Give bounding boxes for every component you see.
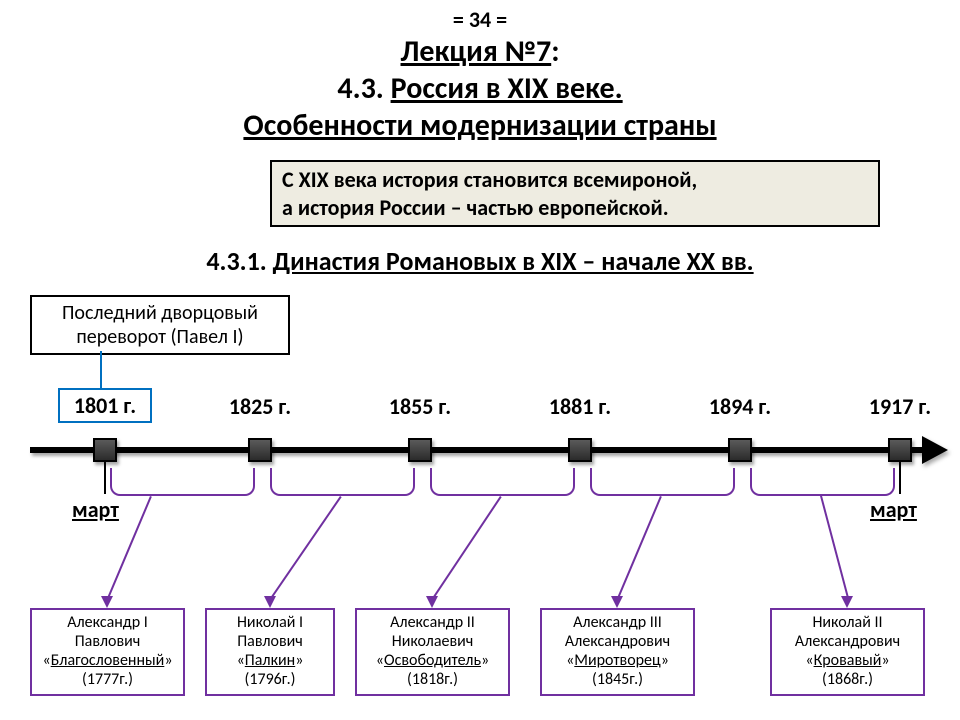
tick-3 [568, 438, 592, 462]
arrow-head-0 [101, 596, 113, 608]
tick-0 [93, 438, 117, 462]
bracket-2 [430, 468, 575, 496]
tsar-box-4: Николай IIАлександрович«Кровавый»(1868г.… [770, 608, 925, 696]
tsar-nick-3: «Миротворец» [546, 652, 689, 671]
bracket-3 [590, 468, 735, 496]
tsar-patronym-4: Александрович [776, 633, 919, 652]
timeline-axis [30, 447, 925, 453]
arrow-line-4 [820, 495, 849, 597]
subtitle: Особенности модернизации страны [0, 107, 960, 144]
lecture-prefix: Лекция №7 [401, 33, 552, 70]
tsar-box-2: Александр IIНиколаевич«Освободитель»(181… [355, 608, 510, 696]
tick-1 [248, 438, 272, 462]
section-title: 4.3. Россия в XIX веке. [0, 70, 960, 107]
subsection-name: Династия Романовых в XIX – начале XX вв. [273, 245, 754, 277]
tsar-name-0: Александр I [36, 614, 179, 633]
year-label-1: 1825 г. [215, 393, 305, 420]
month-left: март [72, 496, 119, 523]
arrow-line-1 [270, 496, 342, 599]
lecture-title: Лекция №7: [0, 33, 960, 70]
timeline-arrowhead-icon [922, 436, 948, 464]
callout-box: С XIX века история становится всемироной… [270, 160, 880, 227]
tick-4 [728, 438, 752, 462]
year-label-0: 1801 г. [58, 388, 152, 423]
arrow-line-3 [617, 496, 662, 599]
subsection-num: 4.3.1. [206, 245, 272, 277]
tick-mark-left [104, 462, 106, 494]
tsar-nick-4: «Кровавый» [776, 652, 919, 671]
tsar-nick-1: «Палкин» [211, 652, 329, 671]
arrow-line-2 [432, 496, 502, 599]
tsar-box-1: Николай IПавлович«Палкин»(1796г.) [205, 608, 335, 696]
page-number: = 34 = [0, 6, 960, 33]
tsar-name-2: Александр II [361, 614, 504, 633]
arrow-head-1 [264, 596, 276, 608]
subsection-title: 4.3.1. Династия Романовых в XIX – начале… [0, 245, 960, 277]
arrow-head-2 [426, 596, 438, 608]
tsar-patronym-3: Александрович [546, 633, 689, 652]
tsar-nick-0: «Благословенный» [36, 652, 179, 671]
bracket-0 [110, 468, 255, 496]
lecture-suffix: : [551, 33, 559, 70]
tsar-box-3: Александр IIIАлександрович«Миротворец»(1… [540, 608, 695, 696]
connector-note-year-v [100, 351, 102, 389]
tsar-born-0: (1777г.) [36, 671, 179, 690]
tsar-nick-2: «Освободитель» [361, 652, 504, 671]
arrow-head-3 [611, 596, 623, 608]
arrow-head-4 [841, 596, 853, 608]
tsar-patronym-2: Николаевич [361, 633, 504, 652]
tick-mark-right [899, 462, 901, 494]
tsar-born-1: (1796г.) [211, 671, 329, 690]
note-box: Последний дворцовыйпереворот (Павел I) [30, 295, 290, 355]
month-right: март [870, 496, 917, 523]
year-label-5: 1917 г. [855, 393, 945, 420]
section-num: 4.3. [337, 70, 390, 107]
tsar-born-4: (1868г.) [776, 671, 919, 690]
section-name: Россия в XIX веке. [391, 70, 623, 107]
bracket-4 [750, 468, 895, 496]
tsar-patronym-0: Павлович [36, 633, 179, 652]
tsar-patronym-1: Павлович [211, 633, 329, 652]
year-label-2: 1855 г. [375, 393, 465, 420]
year-label-3: 1881 г. [535, 393, 625, 420]
tsar-box-0: Александр IПавлович«Благословенный»(1777… [30, 608, 185, 696]
tick-2 [408, 438, 432, 462]
tsar-name-4: Николай II [776, 614, 919, 633]
bracket-1 [270, 468, 415, 496]
tsar-born-2: (1818г.) [361, 671, 504, 690]
tsar-born-3: (1845г.) [546, 671, 689, 690]
tsar-name-3: Александр III [546, 614, 689, 633]
tsar-name-1: Николай I [211, 614, 329, 633]
tick-5 [888, 438, 912, 462]
year-label-4: 1894 г. [695, 393, 785, 420]
